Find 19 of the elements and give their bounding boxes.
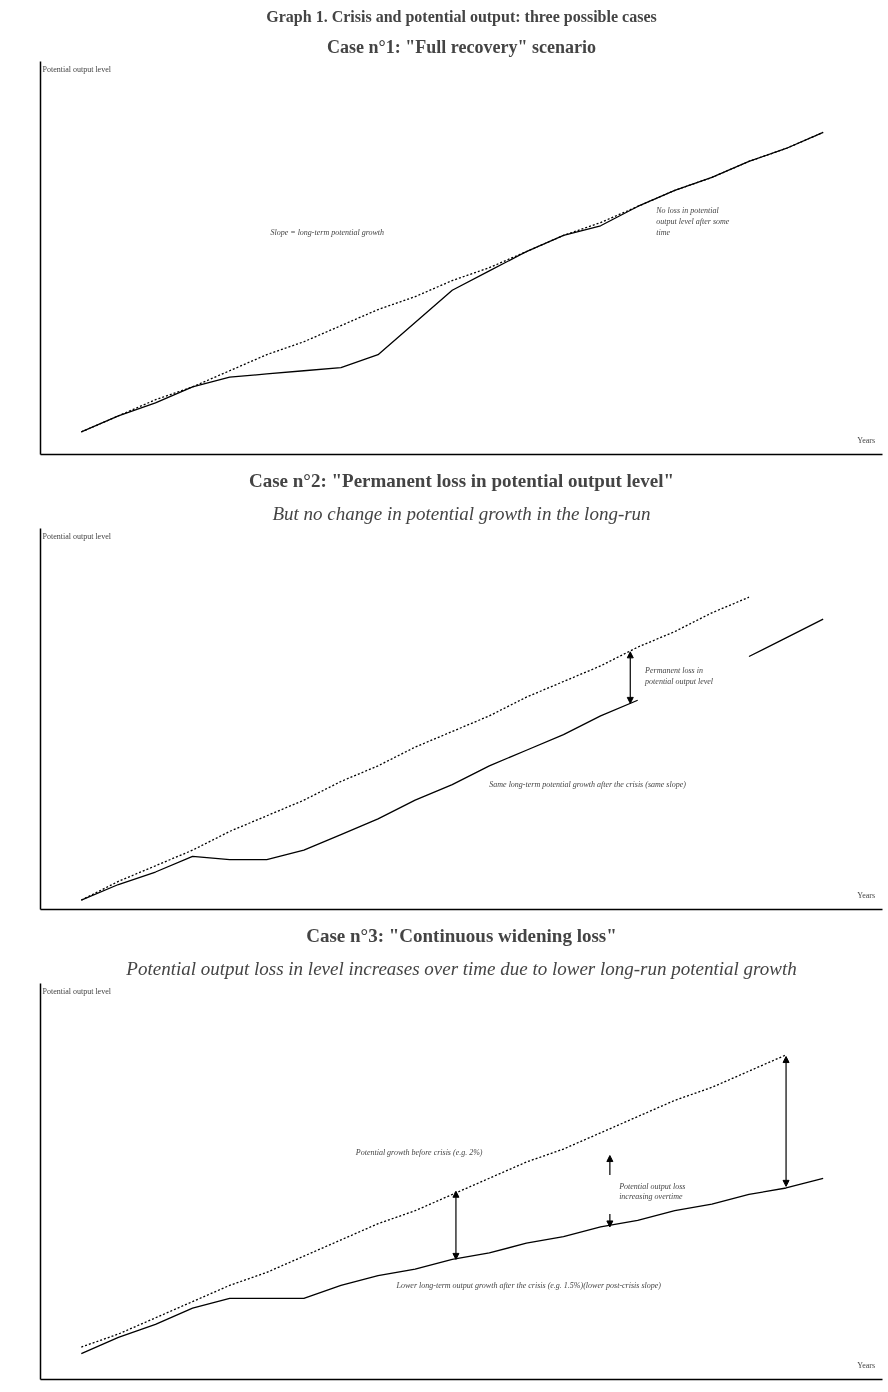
x-axis-title: Years xyxy=(857,891,876,901)
annotation: Potential growth before crisis (e.g. 2%) xyxy=(354,1147,483,1157)
chart-title: Case n°2: "Permanent loss in potential output level" xyxy=(248,469,675,491)
chart-title: Case n°3: "Continuous widening loss" xyxy=(306,924,617,946)
annotation: Slope = long-term potential growth xyxy=(270,227,385,237)
y-axis-title: Potential output level xyxy=(42,64,112,74)
y-axis-title: Potential output level xyxy=(42,531,112,541)
x-axis-title: Years xyxy=(857,1360,876,1370)
x-axis-title: Years xyxy=(857,435,876,445)
chart-subtitle: But no change in potential growth in the long-run xyxy=(272,502,651,524)
annotation: Same long-term potential growth after the crisis (same slope) xyxy=(489,780,687,790)
chart-title: Graph 1. Crisis and potential output: three possible cases xyxy=(266,7,657,26)
y-axis-title: Potential output level xyxy=(42,986,112,996)
annotation: Potential output loss increasing overtime xyxy=(618,1181,686,1202)
annotation: No loss in potential output level after some time xyxy=(655,206,730,238)
chart-subtitle: Case n°1: "Full recovery" scenario xyxy=(327,36,596,57)
chart-subtitle: Potential output loss in level increases over time due to lower long-run potential growth xyxy=(125,957,797,979)
annotation: Permanent loss in potential output level xyxy=(644,665,714,686)
annotation: Lower long-term output growth after the crisis (e.g. 1.5%)(lower post-crisis slope) xyxy=(395,1280,662,1290)
